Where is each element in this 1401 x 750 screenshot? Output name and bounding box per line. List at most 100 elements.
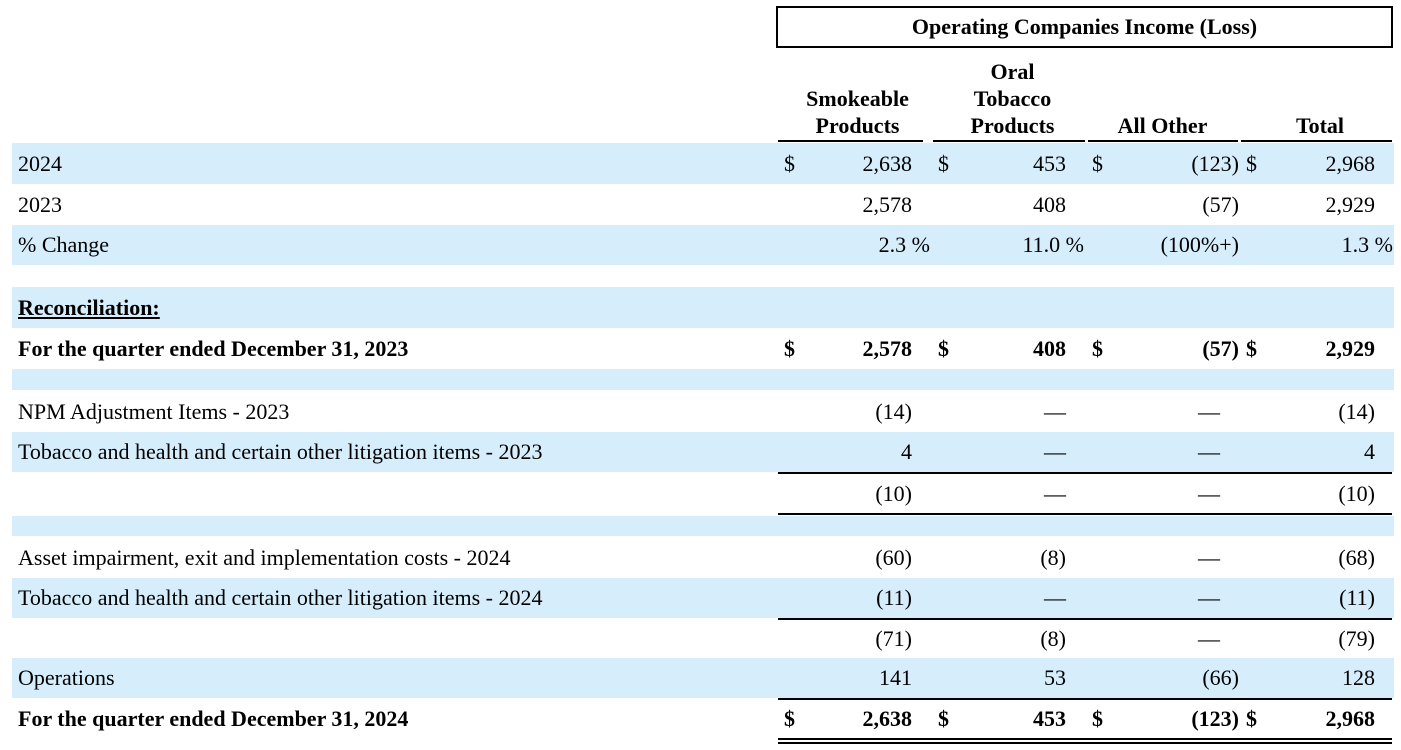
cell-all-other: (57)	[1202, 191, 1239, 217]
dollar-sign: $	[1246, 706, 1257, 731]
cell-oral-tobacco: —	[1044, 585, 1066, 610]
col-header-oral-tobacco: Oral Tobacco Products	[935, 58, 1090, 139]
cell-total: 4	[1364, 439, 1375, 464]
table-row: Asset impairment, exit and implementatio…	[12, 537, 1394, 578]
row-label: % Change	[18, 232, 110, 257]
cell-smokeable: 2,578	[862, 335, 913, 361]
subtotal-rule	[778, 472, 1392, 474]
table-row: Tobacco and health and certain other lit…	[12, 578, 1394, 618]
col-header-all-other: All Other	[1090, 112, 1235, 139]
table-row: For the quarter ended December 31, 2024 …	[12, 700, 1394, 738]
col-header-line: All Other	[1117, 113, 1208, 138]
cell-smokeable: 4	[901, 439, 912, 464]
table-row: Tobacco and health and certain other lit…	[12, 432, 1394, 472]
spacer-band	[12, 516, 1394, 536]
cell-total: 2,968	[1325, 150, 1376, 176]
cell-all-other: —	[1198, 439, 1220, 464]
cell-oral-tobacco: (8)	[1040, 544, 1066, 570]
cell-smokeable: 2,578	[862, 191, 913, 217]
col-header-total: Total	[1250, 112, 1390, 139]
cell-oral-tobacco: —	[1044, 439, 1066, 464]
table-row: For the quarter ended December 31, 2023 …	[12, 328, 1394, 369]
row-label: 2024	[18, 150, 62, 176]
cell-all-other: —	[1198, 585, 1220, 610]
cell-total: 2,929	[1325, 191, 1376, 217]
cell-total: (11)	[1339, 585, 1375, 610]
cell-oral-tobacco: —	[1044, 398, 1066, 424]
cell-oral-tobacco: —	[1044, 481, 1066, 506]
cell-oral-tobacco: 408	[1033, 191, 1066, 217]
header-underline	[778, 140, 923, 142]
cell-total: 2,929	[1325, 335, 1376, 361]
cell-total: 128	[1342, 665, 1375, 690]
cell-oral-tobacco: 453	[1033, 706, 1066, 731]
table-row: Operations 141 53 (66) 128	[12, 658, 1394, 698]
cell-oral-tobacco: 453	[1033, 150, 1066, 176]
cell-all-other: —	[1198, 481, 1220, 506]
cell-total: (14)	[1338, 398, 1375, 424]
row-label: 2023	[18, 191, 62, 217]
dollar-sign: $	[938, 706, 949, 731]
dollar-sign: $	[938, 150, 949, 176]
cell-oral-tobacco: 11.0 %	[1022, 232, 1084, 257]
cell-smokeable: 2,638	[862, 150, 913, 176]
cell-smokeable: (14)	[875, 398, 912, 424]
table-row: Reconciliation:	[12, 287, 1394, 328]
cell-oral-tobacco: (8)	[1040, 626, 1066, 651]
header-underline	[1241, 140, 1392, 142]
cell-all-other: —	[1198, 626, 1220, 651]
group-header: Operating Companies Income (Loss)	[776, 6, 1393, 48]
cell-all-other: (100%+)	[1160, 232, 1239, 257]
header-underline	[933, 140, 1085, 142]
table-row: 2024 $ 2,638 $ 453 $ (123) $ 2,968	[12, 143, 1394, 184]
col-header-line: Tobacco	[973, 86, 1052, 111]
dollar-sign: $	[784, 150, 795, 176]
dollar-sign: $	[1246, 335, 1257, 361]
cell-all-other: (66)	[1202, 665, 1239, 690]
table-row: 2023 2,578 408 (57) 2,929	[12, 184, 1394, 225]
cell-total: 1.3 %	[1341, 232, 1393, 257]
cell-smokeable: (71)	[875, 626, 912, 651]
cell-smokeable: (10)	[875, 481, 912, 506]
dollar-sign: $	[784, 706, 795, 731]
dollar-sign: $	[1092, 335, 1103, 361]
cell-all-other: —	[1198, 544, 1220, 570]
table-row: (10) — — (10)	[12, 475, 1394, 513]
cell-total: (10)	[1338, 481, 1375, 506]
table-row: (71) (8) — (79)	[12, 620, 1394, 658]
dollar-sign: $	[1092, 706, 1103, 731]
col-header-line: Oral	[990, 59, 1035, 84]
cell-oral-tobacco: 408	[1033, 335, 1066, 361]
cell-total: (79)	[1338, 626, 1375, 651]
row-label: Asset impairment, exit and implementatio…	[18, 544, 511, 570]
cell-smokeable: (60)	[875, 544, 912, 570]
col-header-line: Products	[815, 113, 900, 138]
double-underline	[778, 742, 1392, 744]
cell-all-other: (57)	[1202, 335, 1239, 361]
dollar-sign: $	[784, 335, 795, 361]
dollar-sign: $	[1246, 150, 1257, 176]
cell-smokeable: (11)	[876, 585, 912, 610]
cell-smokeable: 141	[879, 665, 912, 690]
section-heading: Reconciliation:	[18, 294, 160, 320]
spacer-band	[12, 369, 1394, 390]
col-header-line: Smokeable	[806, 86, 909, 111]
double-underline	[778, 738, 1392, 740]
subtotal-rule	[778, 513, 1392, 515]
cell-smokeable: 2,638	[862, 706, 913, 731]
row-label: For the quarter ended December 31, 2024	[18, 706, 409, 731]
subtotal-rule	[778, 698, 1392, 700]
cell-total: 2,968	[1325, 706, 1376, 731]
col-header-line: Products	[970, 113, 1055, 138]
cell-smokeable: 2.3 %	[878, 232, 930, 257]
cell-oral-tobacco: 53	[1044, 665, 1066, 690]
row-label: For the quarter ended December 31, 2023	[18, 335, 409, 361]
cell-all-other: —	[1198, 398, 1220, 424]
cell-all-other: (123)	[1191, 150, 1239, 176]
cell-total: (68)	[1338, 544, 1375, 570]
dollar-sign: $	[1092, 150, 1103, 176]
row-label: Tobacco and health and certain other lit…	[18, 439, 543, 464]
cell-all-other: (123)	[1191, 706, 1239, 731]
row-label: Operations	[18, 665, 115, 690]
dollar-sign: $	[938, 335, 949, 361]
